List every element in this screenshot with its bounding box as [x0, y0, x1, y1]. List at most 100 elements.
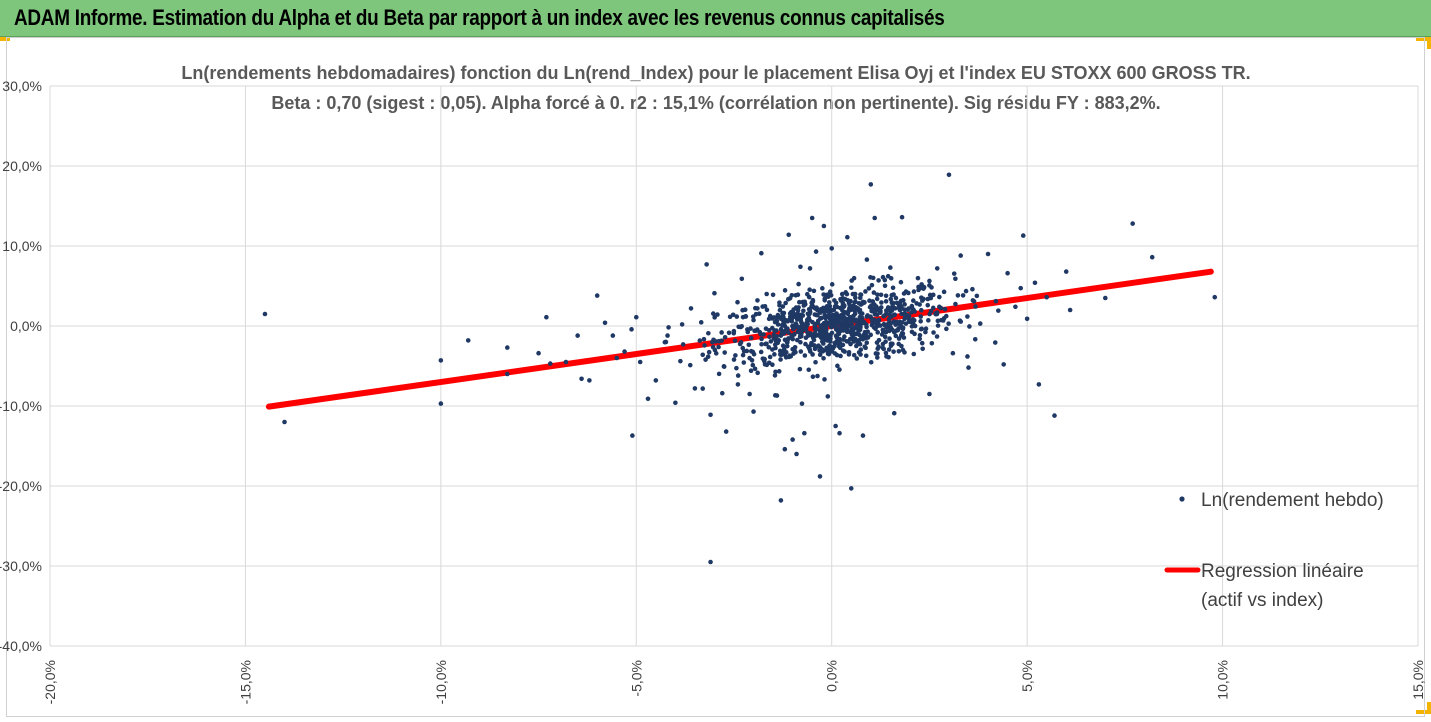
data-point — [688, 306, 694, 311]
data-point — [921, 286, 926, 291]
data-point — [767, 313, 773, 319]
data-point — [891, 320, 897, 325]
data-point — [873, 308, 878, 313]
y-tick-label: -40,0% — [0, 638, 42, 654]
data-point — [759, 336, 764, 342]
data-point — [810, 374, 816, 380]
data-point — [778, 316, 784, 322]
data-point — [752, 366, 758, 372]
data-point — [793, 292, 799, 298]
data-point — [821, 292, 826, 297]
data-point — [853, 317, 859, 323]
data-point — [874, 355, 880, 360]
data-point — [893, 333, 899, 339]
data-point — [505, 345, 510, 350]
data-point — [963, 288, 969, 294]
data-point — [803, 341, 808, 347]
data-point — [827, 343, 832, 349]
data-point — [826, 333, 831, 339]
data-point — [996, 308, 1001, 313]
data-point — [835, 363, 840, 369]
data-point — [751, 351, 757, 357]
data-point — [773, 338, 779, 343]
data-point — [824, 304, 830, 309]
data-point — [860, 320, 866, 326]
data-point — [966, 365, 971, 370]
data-point — [764, 291, 769, 297]
data-point — [846, 350, 852, 355]
x-tick-label: -5,0% — [628, 660, 644, 697]
data-point — [953, 276, 958, 282]
data-point — [848, 320, 853, 326]
data-point — [1052, 413, 1057, 418]
data-point — [797, 329, 803, 335]
data-point — [755, 370, 760, 376]
data-point — [798, 318, 804, 323]
data-point — [712, 290, 717, 296]
data-point — [821, 355, 826, 361]
grid-lines — [49, 85, 1419, 647]
data-point — [1018, 285, 1023, 291]
data-point — [774, 328, 779, 333]
data-point — [876, 344, 881, 349]
data-point — [776, 369, 782, 374]
data-point — [715, 312, 720, 317]
data-point — [882, 283, 888, 289]
data-point — [740, 314, 746, 320]
data-point — [839, 291, 845, 297]
data-point — [820, 329, 825, 335]
data-point — [1036, 382, 1042, 387]
data-point — [787, 353, 792, 358]
data-point — [755, 298, 760, 303]
report-header-banner: ADAM Informe. Estimation du Alpha et du … — [0, 0, 1431, 37]
data-point — [894, 300, 900, 306]
data-point — [911, 289, 917, 294]
data-point — [825, 394, 831, 399]
data-point — [820, 286, 825, 291]
data-point — [822, 298, 828, 303]
data-point — [766, 345, 772, 350]
data-point — [972, 336, 978, 342]
data-point — [823, 319, 829, 325]
data-point — [946, 172, 952, 178]
data-point — [875, 292, 880, 297]
data-point — [869, 322, 875, 328]
data-point — [777, 307, 783, 313]
data-point — [839, 308, 845, 313]
data-point — [645, 396, 651, 402]
data-point — [1212, 294, 1218, 300]
data-point — [967, 324, 972, 329]
data-point — [810, 352, 815, 357]
data-point — [741, 360, 747, 365]
data-point — [802, 353, 808, 358]
data-point — [735, 299, 740, 305]
data-point — [679, 322, 685, 327]
data-point — [935, 323, 941, 328]
report-title: ADAM Informe. Estimation du Alpha et du … — [14, 5, 945, 30]
data-point — [772, 352, 777, 357]
data-point — [751, 409, 756, 414]
data-point — [818, 323, 824, 329]
legend-marker-points — [1179, 496, 1185, 502]
data-point — [886, 347, 892, 352]
data-point — [951, 271, 957, 276]
x-tick-label: 15,0% — [1410, 660, 1426, 700]
data-point — [883, 350, 889, 356]
data-point — [837, 367, 842, 372]
data-point — [863, 289, 868, 294]
data-point — [920, 346, 925, 352]
data-point — [833, 324, 839, 329]
data-point — [815, 318, 821, 324]
data-point — [851, 352, 857, 358]
data-point — [739, 276, 745, 282]
data-point — [823, 330, 829, 336]
data-point — [787, 311, 793, 316]
data-point — [800, 312, 805, 318]
data-point — [806, 306, 812, 312]
data-point — [1149, 254, 1155, 260]
data-point — [992, 340, 998, 345]
data-point — [848, 341, 853, 347]
data-point — [899, 330, 905, 336]
data-point — [906, 316, 912, 321]
data-point — [778, 351, 783, 357]
